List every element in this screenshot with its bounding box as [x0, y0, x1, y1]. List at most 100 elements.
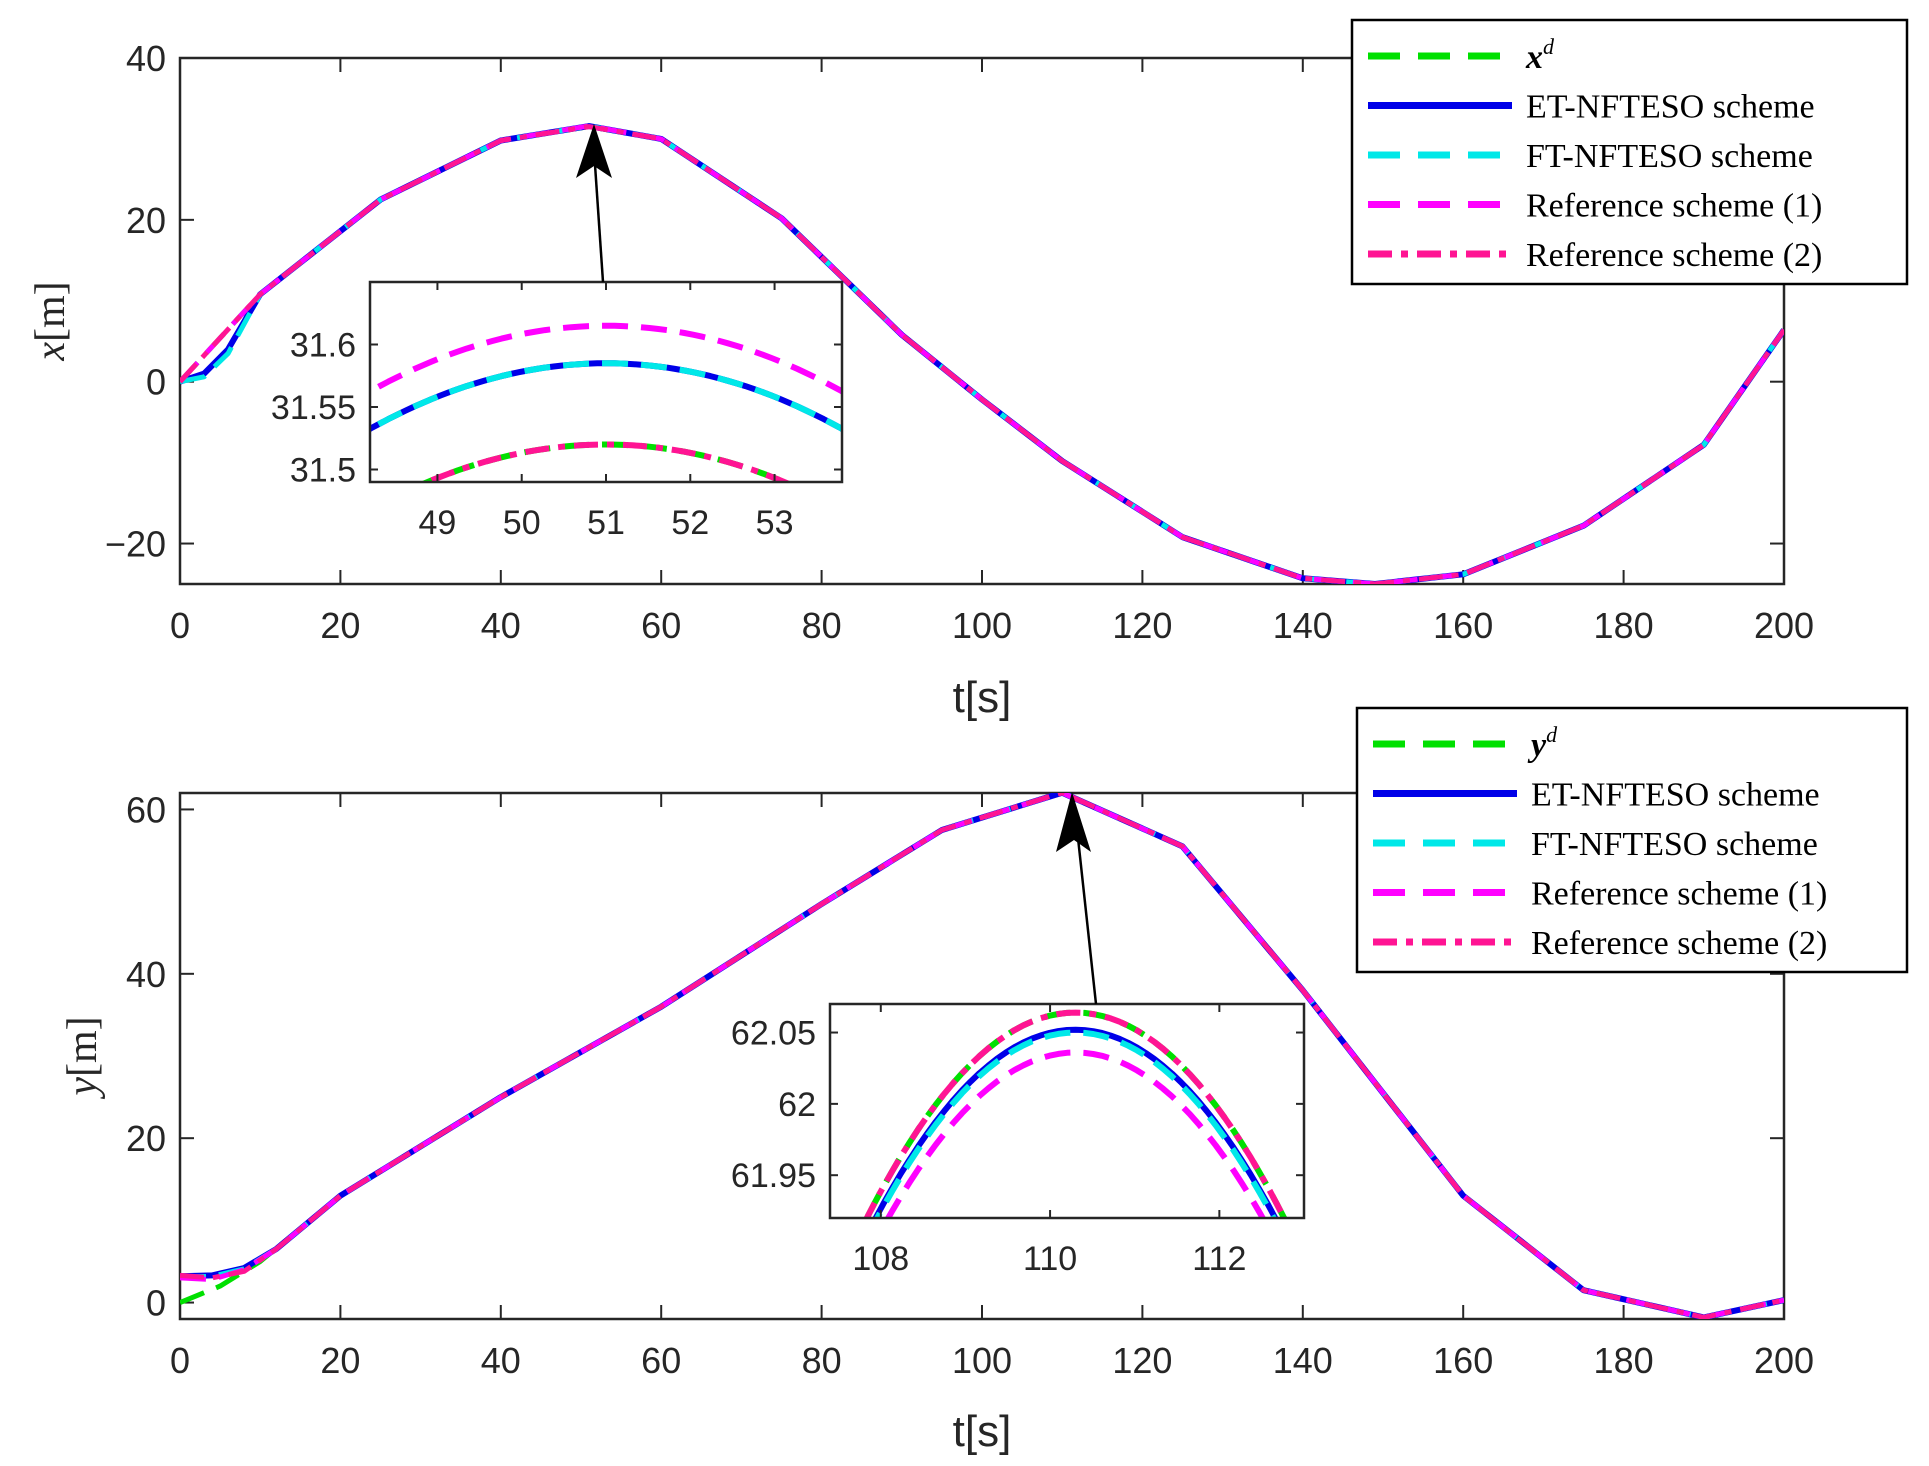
- top-x-axis-label: t[s]: [953, 673, 1012, 722]
- inset-series-line-3: [884, 1049, 1267, 1218]
- bottom-inset-zoom: 108 110 112 61.95 62 62.05: [731, 1002, 1306, 1278]
- top-zoom-arrowhead: [576, 124, 612, 178]
- top-inset-y-ticks: 31.5 31.55 31.6: [271, 327, 842, 490]
- legend-label-text: FT-NFTESO scheme: [1531, 826, 1818, 863]
- bottom-zoom-arrowhead: [1056, 792, 1091, 852]
- legend-label-text: Reference scheme (1): [1531, 876, 1827, 913]
- x-tick-label: 180: [1594, 605, 1654, 646]
- top-y-axis-label: x[m]: [28, 281, 74, 361]
- inset-series-line-2: [873, 1029, 1278, 1218]
- legend-label-text: ET-NFTESO scheme: [1531, 777, 1820, 814]
- x-tick-label: 140: [1273, 1340, 1333, 1381]
- top-legend: xd ET-NFTESO scheme FT-NFTESO scheme Refere…: [1350, 18, 1909, 286]
- x-tick-label: 160: [1433, 605, 1493, 646]
- x-tick-label: 20: [320, 605, 360, 646]
- legend-label-4: Reference scheme (2): [1531, 925, 1827, 962]
- legend-label-text: Reference scheme (2): [1531, 925, 1827, 962]
- bottom-zoom-arrow: [1056, 792, 1098, 1005]
- series-line-4: [180, 793, 1784, 1319]
- bottom-series-lines: [180, 793, 1784, 1319]
- bottom-legend: yd ET-NFTESO scheme FT-NFTESO scheme Refere…: [1355, 706, 1909, 974]
- top-inset-zoom: 49 50 51 52 53 31.5 31.55 31.6: [271, 280, 844, 542]
- legend-label-0: yd: [1527, 722, 1558, 764]
- bottom-inset-x-ticks: 108 110 112: [852, 1004, 1246, 1278]
- bottom-panel: 0 20 40 60 80 100 120 140 160 180 200 0 20 40 60 t[s]…: [60, 706, 1909, 1456]
- legend-label-var: y: [1527, 727, 1547, 764]
- x-tick-label: 140: [1273, 605, 1333, 646]
- x-tick-label: 180: [1594, 1340, 1654, 1381]
- top-x-axis-ticks: 0 20 40 60 80 100 120 140 160 180 200: [170, 58, 1814, 646]
- inset-x-tick-label: 108: [852, 1240, 909, 1278]
- legend-label-4: Reference scheme (2): [1526, 237, 1822, 274]
- x-tick-label: 0: [170, 1340, 190, 1381]
- inset-y-tick-label: 62.05: [731, 1015, 816, 1053]
- legend-label-sup: d: [1543, 34, 1555, 59]
- top-inset-series-lines: [370, 322, 842, 482]
- top-zoom-arrow: [576, 124, 612, 283]
- x-tick-label: 200: [1754, 1340, 1814, 1381]
- inset-series-line-3: [370, 322, 842, 395]
- x-tick-label: 80: [802, 605, 842, 646]
- inset-y-tick-label: 31.5: [290, 452, 356, 490]
- inset-y-tick-label: 31.6: [290, 327, 356, 365]
- legend-label-sup: d: [1546, 722, 1558, 747]
- x-tick-label: 100: [952, 605, 1012, 646]
- x-tick-label: 20: [320, 1340, 360, 1381]
- x-tick-label: 60: [641, 605, 681, 646]
- legend-label-2: FT-NFTESO scheme: [1531, 826, 1818, 863]
- x-tick-label: 60: [641, 1340, 681, 1381]
- legend-label-2: FT-NFTESO scheme: [1526, 138, 1813, 175]
- bottom-inset-plot-area: [828, 1002, 1306, 1220]
- inset-series-line-2: [370, 360, 842, 433]
- x-tick-label: 80: [802, 1340, 842, 1381]
- inset-y-tick-label: 31.55: [271, 389, 356, 427]
- inset-x-tick-label: 53: [756, 504, 794, 542]
- legend-label-1: ET-NFTESO scheme: [1526, 89, 1815, 126]
- legend-label-text: ET-NFTESO scheme: [1526, 89, 1815, 126]
- y-tick-label: 60: [126, 789, 166, 830]
- legend-label-3: Reference scheme (1): [1531, 876, 1827, 913]
- inset-x-tick-label: 51: [587, 504, 625, 542]
- bottom-x-axis-ticks: 0 20 40 60 80 100 120 140 160 180 200: [170, 793, 1814, 1381]
- x-tick-label: 40: [481, 605, 521, 646]
- x-tick-label: 160: [1433, 1340, 1493, 1381]
- inset-x-tick-label: 49: [419, 504, 457, 542]
- legend-label-3: Reference scheme (1): [1526, 188, 1822, 225]
- inset-x-tick-label: 52: [671, 504, 709, 542]
- inset-x-tick-label: 110: [1023, 1240, 1077, 1278]
- bottom-inset-y-ticks: 61.95 62 62.05: [731, 1015, 1304, 1195]
- y-tick-label: 20: [126, 1118, 166, 1159]
- inset-series-line-4: [863, 1009, 1288, 1218]
- inset-series-line-4: [420, 441, 792, 482]
- y-tick-label: 20: [126, 200, 166, 241]
- legend-label-1: ET-NFTESO scheme: [1531, 777, 1820, 814]
- x-tick-label: 120: [1112, 1340, 1172, 1381]
- x-tick-label: 100: [952, 1340, 1012, 1381]
- bottom-inset-series-lines: [863, 1009, 1288, 1218]
- legend-label-text: Reference scheme (1): [1526, 188, 1822, 225]
- inset-x-tick-label: 50: [503, 504, 541, 542]
- legend-label-0: xd: [1525, 34, 1555, 76]
- bottom-y-axis-label: y[m]: [60, 1016, 106, 1099]
- series-line-4: [180, 124, 1784, 584]
- y-tick-label: 40: [126, 38, 166, 79]
- top-series-lines: [180, 123, 1784, 584]
- bottom-y-axis-ticks: 0 20 40 60: [126, 789, 1784, 1324]
- x-tick-label: 0: [170, 605, 190, 646]
- y-tick-label: 40: [126, 954, 166, 995]
- bottom-x-axis-label: t[s]: [953, 1407, 1012, 1456]
- top-inset-x-ticks: 49 50 51 52 53: [419, 282, 794, 542]
- x-tick-label: 40: [481, 1340, 521, 1381]
- y-tick-label: 0: [146, 362, 166, 403]
- legend-label-text: Reference scheme (2): [1526, 237, 1822, 274]
- legend-label-var: x: [1525, 39, 1543, 76]
- y-tick-label: 0: [146, 1283, 166, 1324]
- inset-y-tick-label: 62: [778, 1086, 816, 1124]
- y-tick-label: −20: [105, 524, 166, 565]
- legend-label-text: FT-NFTESO scheme: [1526, 138, 1813, 175]
- x-tick-label: 120: [1112, 605, 1172, 646]
- inset-x-tick-label: 112: [1192, 1240, 1246, 1278]
- x-tick-label: 200: [1754, 605, 1814, 646]
